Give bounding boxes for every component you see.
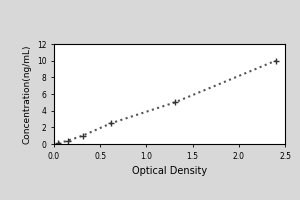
X-axis label: Optical Density: Optical Density xyxy=(132,166,207,176)
Y-axis label: Concentration(ng/mL): Concentration(ng/mL) xyxy=(22,44,31,144)
